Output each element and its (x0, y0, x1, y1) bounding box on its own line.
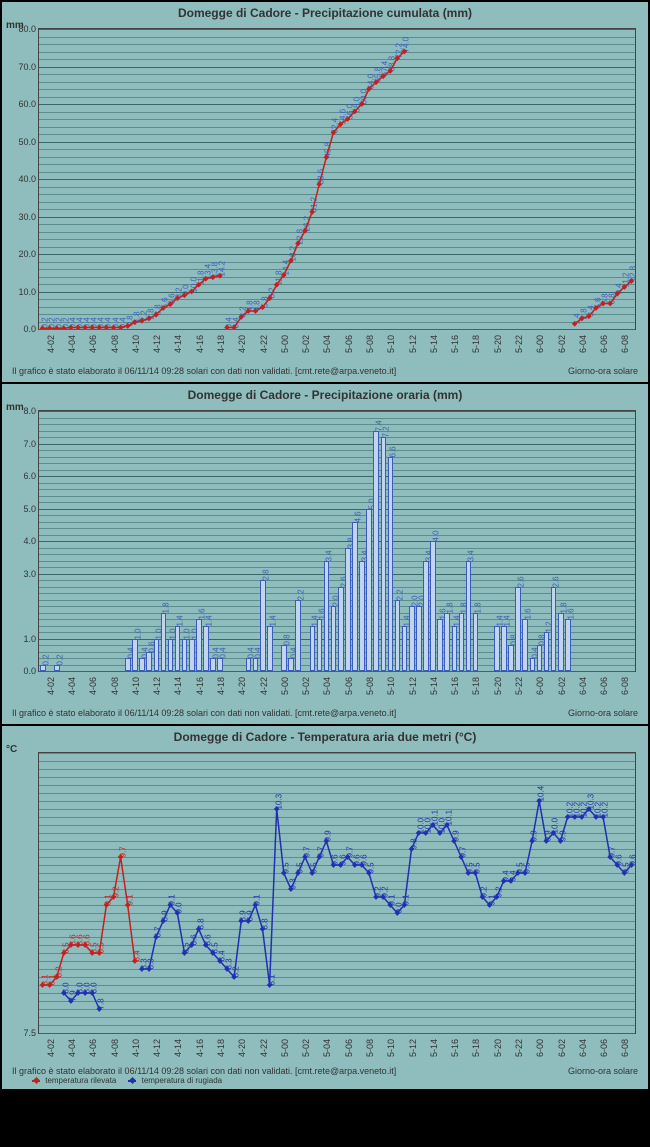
plot-area: 0.01.03.04.05.06.07.08.04-024-044-064-08… (38, 410, 636, 672)
legend-item: temperatura rilevata (32, 1076, 116, 1085)
legend: temperatura rilevata temperatura di rugi… (2, 1076, 648, 1089)
y-axis-label: mm (6, 402, 24, 413)
chart-temperatura: Domegge di Cadore - Temperatura aria due… (2, 726, 648, 1089)
footer-note: Il grafico è stato elaborato il 06/11/14… (12, 366, 396, 376)
x-axis-label: Giorno-ora solare (568, 1066, 638, 1076)
chart-title: Domegge di Cadore - Precipitazione cumul… (2, 2, 648, 24)
chart-title: Domegge di Cadore - Temperatura aria due… (2, 726, 648, 748)
legend-item: temperatura di rugiada (128, 1076, 222, 1085)
plot-area: 0.010.020.030.040.050.060.070.080.04-024… (38, 28, 636, 330)
chart-title: Domegge di Cadore - Precipitazione orari… (2, 384, 648, 406)
chart-precip-cumulata: Domegge di Cadore - Precipitazione cumul… (2, 2, 648, 382)
plot-area: 7.54-024-044-064-084-104-124-144-164-184… (38, 752, 636, 1034)
y-axis-label: °C (6, 744, 17, 755)
chart-precip-oraria: Domegge di Cadore - Precipitazione orari… (2, 384, 648, 724)
footer-note: Il grafico è stato elaborato il 06/11/14… (12, 1066, 396, 1076)
footer-note: Il grafico è stato elaborato il 06/11/14… (12, 708, 396, 718)
x-axis-label: Giorno-ora solare (568, 366, 638, 376)
x-axis-label: Giorno-ora solare (568, 708, 638, 718)
